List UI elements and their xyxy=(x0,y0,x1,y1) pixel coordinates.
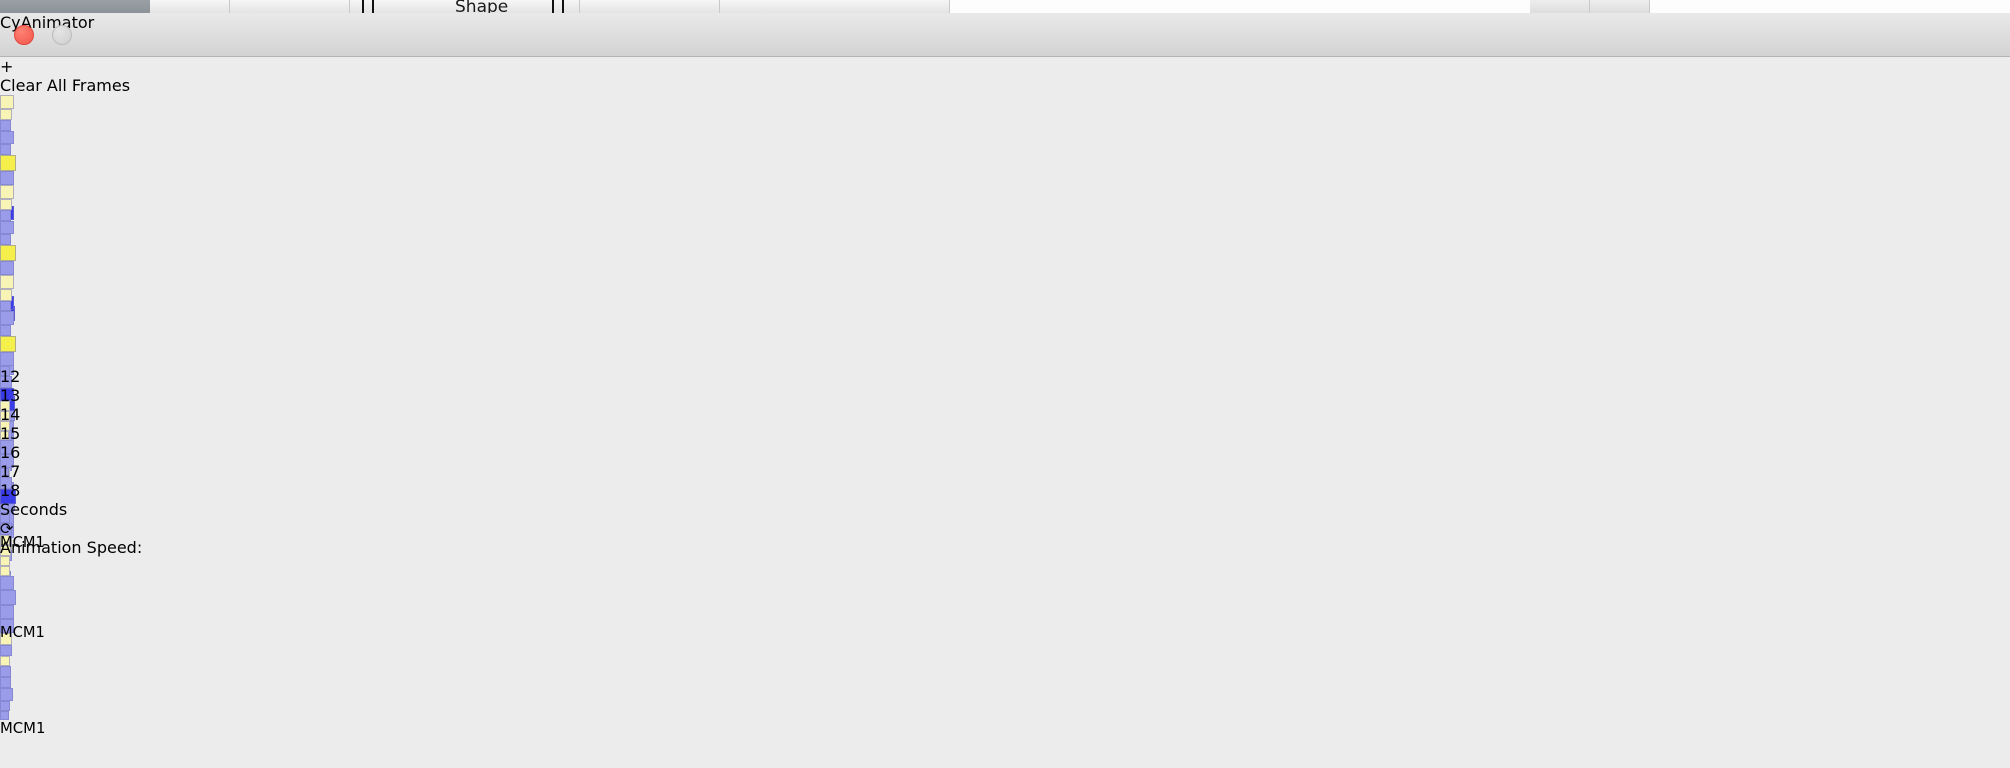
ruler-tick-label: 15 xyxy=(0,424,21,443)
background-window-titlebar xyxy=(0,0,150,13)
timeline-frame-3[interactable]: MCM1 xyxy=(0,275,228,737)
graph-node xyxy=(0,352,14,366)
graph-node xyxy=(0,701,11,712)
background-glyph xyxy=(552,0,554,13)
graph-node xyxy=(0,325,11,337)
graph-node xyxy=(0,421,11,432)
background-tab xyxy=(580,0,720,14)
ruler-tick-label: 16 xyxy=(0,443,21,462)
graph-node xyxy=(0,440,14,455)
timeline-frame-2[interactable]: MCM1 xyxy=(0,185,225,641)
graph-node xyxy=(0,288,12,301)
ruler-tick-label: 14 xyxy=(0,405,21,424)
graph-node xyxy=(0,300,11,312)
ruler-tick-label: 17 xyxy=(0,462,21,481)
graph-node xyxy=(0,120,11,131)
graph-node xyxy=(0,576,14,590)
window-title: CyAnimator xyxy=(0,13,95,32)
background-tab xyxy=(1530,0,1590,14)
ruler-tick-label: 13 xyxy=(0,386,21,405)
graph-node xyxy=(0,589,16,606)
graph-node xyxy=(0,566,11,577)
background-tab xyxy=(150,0,230,14)
background-tab xyxy=(1590,0,1650,14)
graph-node xyxy=(0,234,11,246)
graph-node xyxy=(0,476,12,489)
graph-node xyxy=(0,144,11,156)
graph-node xyxy=(0,375,12,388)
close-button[interactable] xyxy=(14,25,34,45)
timeline-ruler[interactable]: 12 13 14 15 16 17 18 xyxy=(0,367,2010,500)
minimize-button[interactable] xyxy=(52,25,72,45)
cyanimator-window: CyAnimator + Clear All Frames MCM1 MCM1 … xyxy=(0,13,2010,737)
graph-node xyxy=(0,275,14,289)
graph-node xyxy=(0,711,10,721)
timeline-panel[interactable]: MCM1 MCM1 MCM1 12 13 14 15 16 17 18 xyxy=(0,95,2010,737)
ruler-tick-label: 12 xyxy=(0,367,21,386)
graph-node xyxy=(0,220,14,235)
graph-hub-node: MCM1 xyxy=(0,720,46,738)
graph-node xyxy=(0,108,12,121)
graph-node xyxy=(0,198,12,211)
background-window-label: Shape xyxy=(455,0,509,14)
graph-node xyxy=(0,185,14,199)
background-glyph xyxy=(372,0,374,13)
graph-node xyxy=(0,688,13,702)
maximize-button[interactable] xyxy=(0,25,20,45)
timeline-frame-1[interactable]: MCM1 xyxy=(0,95,225,551)
graph-node xyxy=(0,644,12,657)
graph-node xyxy=(0,387,14,402)
clear-all-frames-button[interactable]: Clear All Frames xyxy=(0,76,131,95)
graph-node xyxy=(0,656,11,667)
background-tab xyxy=(230,0,350,14)
loop-icon: ⟳ xyxy=(0,519,14,538)
graph-node xyxy=(0,556,11,567)
background-glyph xyxy=(362,0,364,13)
graph-node xyxy=(0,245,16,262)
graph-node xyxy=(0,454,14,468)
graph-node xyxy=(0,261,14,275)
background-tab xyxy=(350,0,580,14)
graph-node xyxy=(0,95,14,109)
graph-node xyxy=(0,431,10,441)
window-titlebar: CyAnimator xyxy=(0,13,2010,57)
playback-bar: ⟳ Animation Speed: xyxy=(0,519,2010,557)
graph-node xyxy=(0,210,11,221)
graph-node xyxy=(0,171,14,185)
graph-node xyxy=(0,488,16,505)
graph-node xyxy=(0,467,10,477)
graph-node xyxy=(0,666,11,678)
graph-node xyxy=(0,336,16,353)
graph-node xyxy=(0,311,14,326)
background-tab xyxy=(720,0,950,14)
frame-toolbar: + Clear All Frames xyxy=(0,57,2010,95)
graph-node xyxy=(0,401,11,412)
background-window: Shape xyxy=(0,0,2010,14)
add-frame-button[interactable]: + xyxy=(0,57,2010,76)
animation-speed-label: Animation Speed: xyxy=(0,538,143,557)
graph-node xyxy=(0,605,14,620)
graph-node xyxy=(0,155,16,172)
background-glyph xyxy=(562,0,564,13)
graph-node xyxy=(0,365,11,376)
ruler-tick-label: 18 xyxy=(0,481,21,500)
graph-node xyxy=(0,677,11,689)
graph-node xyxy=(0,130,14,145)
graph-node xyxy=(0,411,11,422)
plus-icon: + xyxy=(0,57,14,76)
